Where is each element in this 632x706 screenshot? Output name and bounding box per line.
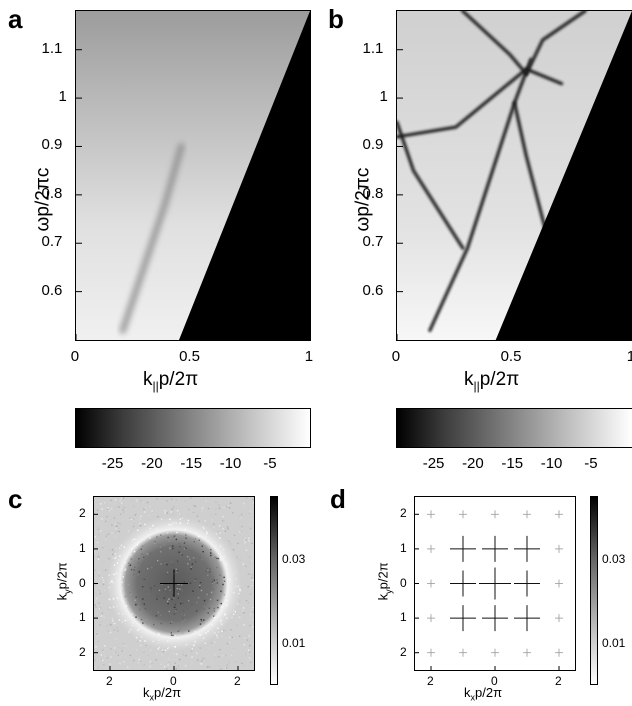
panel-b-colorbar-tick-label: -15 — [501, 455, 524, 472]
panel-a-ytick-label: 0.6 — [41, 281, 63, 299]
panel-b-xtick-label: 0 — [391, 348, 401, 365]
panel-b-ytick-label: 1.1 — [362, 39, 384, 57]
panel-b-colorbar — [396, 408, 632, 448]
panel-b-band-4 — [461, 11, 529, 76]
panel-c-momentum-map — [93, 496, 255, 671]
panel-a-light-cone — [179, 11, 310, 340]
panel-b-ytick-label: 0.6 — [362, 281, 384, 299]
panel-b-dispersion-map — [396, 10, 632, 341]
panel-b-xtick-label: 0.5 — [500, 348, 522, 365]
panel-b-xtick-label: 1 — [626, 348, 632, 365]
panel-a-colorbar-tick-label: -20 — [141, 455, 163, 472]
panel-d-ytick-label: 1 — [400, 610, 407, 625]
panel-b-colorbar-tick-label: -20 — [462, 455, 484, 472]
panel-c-xtick-label: 2 — [106, 674, 113, 688]
panel-d-ytick-label: 2 — [400, 644, 407, 659]
panel-b-x-axis-label: k||p/2π — [464, 369, 520, 393]
panel-a-heatmap-svg — [76, 11, 310, 340]
panel-b-band-0 — [397, 67, 564, 139]
panel-c-xtick-label: 0 — [170, 674, 177, 688]
panel-c-x-axis-label: kxp/2π — [143, 685, 182, 703]
panel-a-dispersion-map — [75, 10, 311, 341]
panel-b-y-axis-label: ωp/2πc — [352, 167, 374, 232]
panel-c-y-axis-label: kyp/2π — [54, 562, 73, 601]
panel-a-band-0 — [119, 143, 185, 334]
panel-c-colorbar-tick-label: 0.01 — [282, 636, 306, 650]
panel-d-colorbar-tick-label: 0.01 — [602, 636, 626, 650]
panel-b-ytick-label: 1 — [379, 88, 388, 106]
panel-a-xtick-label: 0 — [70, 348, 80, 365]
panel-a-colorbar — [75, 408, 311, 448]
panel-a-xtick-label: 1 — [304, 348, 314, 365]
panel-c-ytick-label: 1 — [79, 540, 86, 555]
panel-d-letter: d — [330, 484, 346, 514]
panel-b-band-5 — [524, 11, 587, 76]
panel-b-ytick-label: 0.8 — [362, 184, 384, 202]
panel-c-speckle — [94, 497, 254, 670]
panel-a-ytick-label: 1.1 — [41, 39, 63, 57]
panel-a-colorbar-tick-label: -5 — [263, 455, 277, 472]
panel-c-ytick-label: 0 — [79, 575, 86, 590]
panel-c-heatmap-svg — [94, 497, 254, 670]
panel-a-y-axis-label: ωp/2πc — [32, 167, 54, 232]
panel-a-ytick-label: 0.8 — [41, 184, 63, 202]
panel-b-colorbar-tick-label: -5 — [584, 455, 598, 472]
panel-b-ytick-label: 0.7 — [362, 233, 384, 251]
panel-d-heatmap-svg — [415, 497, 575, 670]
panel-d-xtick-label: 0 — [491, 674, 498, 688]
panel-a-ytick-label: 0.9 — [41, 136, 63, 154]
panel-b-band-1 — [397, 120, 465, 250]
panel-d-xtick-label: 2 — [427, 674, 434, 688]
panel-c-xtick-label: 2 — [234, 674, 241, 688]
panel-a-x-axis-label: k||p/2π — [143, 369, 199, 393]
panel-b-letter: b — [328, 4, 344, 34]
panel-d-xtick-label: 2 — [555, 674, 562, 688]
panel-a-colorbar-tick-label: -15 — [180, 455, 203, 472]
panel-c-colorbar — [270, 496, 278, 685]
panel-c-ytick-label: 1 — [79, 610, 86, 625]
panel-a-ytick-label: 0.7 — [41, 233, 63, 251]
panel-d-momentum-map — [414, 496, 576, 671]
panel-d-colorbar — [590, 496, 598, 685]
panel-a-colorbar-tick-label: -25 — [101, 455, 124, 472]
panel-b-colorbar-tick-label: -10 — [540, 455, 563, 472]
panel-d-y-axis-label: kyp/2π — [375, 562, 394, 601]
panel-a-xtick-label: 0.5 — [179, 348, 200, 365]
panel-a-colorbar-tick-label: -10 — [219, 455, 242, 472]
panel-a-letter: a — [8, 4, 23, 34]
panel-b-ytick-label: 0.9 — [362, 136, 384, 154]
panel-d-ytick-label: 0 — [400, 575, 407, 590]
panel-d-ytick-label: 2 — [400, 506, 407, 521]
panel-d-colorbar-tick-label: 0.03 — [602, 552, 626, 566]
panel-d-lattice — [427, 510, 563, 657]
panel-d-x-axis-label: kxp/2π — [464, 685, 503, 703]
panel-b-band-2 — [428, 57, 533, 333]
panel-b-colorbar-tick-label: -25 — [422, 455, 445, 472]
panel-c-letter: c — [8, 484, 23, 514]
panel-c-ytick-label: 2 — [79, 644, 86, 659]
panel-b-heatmap-svg — [397, 11, 632, 340]
panel-a-ytick-label: 1 — [58, 88, 67, 106]
panel-c-ytick-label: 2 — [79, 506, 86, 521]
panel-c-colorbar-tick-label: 0.03 — [282, 552, 306, 566]
panel-d-ytick-label: 1 — [400, 540, 407, 555]
